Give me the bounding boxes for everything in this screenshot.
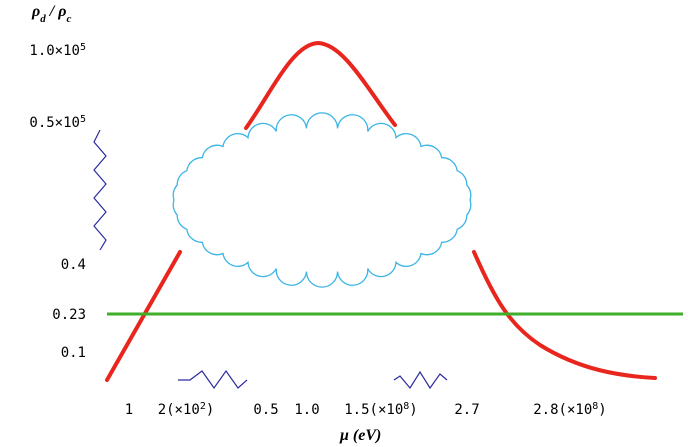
text-part: 2.7: [454, 402, 479, 418]
y-tick-label: 0.23: [52, 307, 86, 323]
text-part: 1.0×10: [29, 43, 80, 59]
text-part: 1: [125, 402, 133, 418]
axis-break: [394, 372, 447, 388]
curve-rising: [107, 252, 180, 380]
text-part: ρ: [57, 3, 66, 20]
x-tick-label: 1.5(×108): [344, 401, 417, 419]
y-tick-label: 0.5×105: [29, 114, 86, 132]
text-part: ): [206, 402, 214, 418]
text-part: 1.0: [294, 402, 319, 418]
x-tick-label: 1.0: [294, 402, 319, 418]
text-part: ): [409, 402, 417, 418]
y-tick-label: 0.1: [61, 345, 86, 361]
text-part: (eV): [349, 427, 381, 444]
x-tick-label: 0.5: [253, 402, 278, 418]
text-part: 0.4: [61, 257, 86, 273]
x-tick-label: 1: [125, 402, 133, 418]
axis-break: [94, 130, 106, 250]
superscript: 5: [80, 42, 86, 53]
x-axis-label: μ (eV): [339, 427, 381, 444]
cloud: [173, 113, 471, 287]
text-part: 2(×10: [158, 402, 200, 418]
text-part: 0.23: [52, 307, 86, 323]
subscript: c: [66, 13, 71, 25]
text-part: 1.5(×10: [344, 402, 403, 418]
text-part: /: [46, 3, 58, 20]
axis-break: [178, 371, 247, 388]
y-axis-label: ρd / ρc: [31, 3, 71, 25]
x-tick-label: 2.7: [454, 402, 479, 418]
text-part: 0.1: [61, 345, 86, 361]
y-tick-label: 0.4: [61, 257, 86, 273]
x-tick-label: 2(×102): [158, 401, 215, 419]
text-part: 0.5: [253, 402, 278, 418]
chart: ρd / ρc μ (eV) 1.0×1050.5×1050.40.230.11…: [0, 0, 688, 447]
y-tick-label: 1.0×105: [29, 42, 86, 60]
text-part: ): [598, 402, 606, 418]
text-part: ρ: [31, 3, 40, 20]
text-part: 2.8(×10: [533, 402, 592, 418]
text-part: μ: [339, 427, 349, 444]
x-tick-label: 2.8(×108): [533, 401, 606, 419]
superscript: 5: [80, 114, 86, 125]
text-part: 0.5×10: [29, 115, 80, 131]
